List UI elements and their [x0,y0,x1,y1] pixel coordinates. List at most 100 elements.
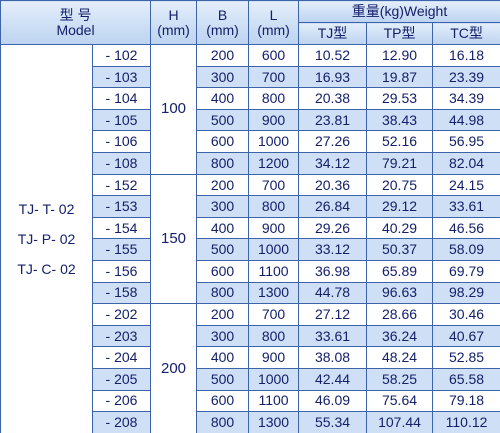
b-value: 200 [196,303,250,326]
data-row: - 105 500 900 23.81 38.43 44.98 [1,108,500,132]
l-unit: (mm) [257,21,290,38]
b-value: 400 [196,87,250,110]
tc-weight: 34.39 [432,87,500,110]
tj-weight: 33.12 [298,238,368,261]
tp-weight: 58.25 [366,367,434,391]
b-value: 500 [196,367,250,391]
l-value: 1200 [248,151,300,175]
l-value: 600 [248,44,300,67]
tc-weight: 24.15 [432,173,500,197]
tp-weight: 52.16 [366,130,434,153]
tj-weight: 27.26 [298,130,368,153]
b-value: 200 [196,44,250,67]
tc-weight: 33.61 [432,195,500,218]
model-name: TJ- C- 02 [17,260,76,277]
tj-weight: 33.61 [298,324,368,348]
model-suffix: - 205 [91,367,152,391]
type-header: TC型 [432,22,500,45]
model-suffix: - 202 [91,303,152,326]
l-value: 1000 [248,130,300,153]
tc-weight: 82.04 [432,151,500,175]
tc-weight: 44.98 [432,108,500,132]
tc-weight: 52.85 [432,346,500,369]
h-value: 200 [150,303,198,433]
model-suffix: - 204 [91,346,152,369]
data-row: - 104 400 800 20.38 29.53 34.39 [1,87,500,110]
model-suffix: - 153 [91,195,152,218]
model-suffix: - 105 [91,108,152,132]
l-value: 1300 [248,411,300,433]
data-row: - 153 300 800 26.84 29.12 33.61 [1,195,500,218]
table-body: TJ- T- 02 TJ- P- 02 TJ- C- 02- 102 100 200 60… [0,44,500,433]
data-row: - 208 800 1300 55.34 107.44 110.12 [1,411,500,433]
model-suffix: - 203 [91,324,152,348]
b-value: 300 [196,65,250,89]
l-value: 700 [248,303,300,326]
model-cn: 型 号 [59,6,92,23]
tp-weight: 50.37 [366,238,434,261]
l-value: 700 [248,173,300,197]
data-row: - 204 400 900 38.08 48.24 52.85 [1,346,500,369]
tp-weight: 12.90 [366,44,434,67]
weight-header: 重量(kg)Weight [298,0,500,23]
tc-weight: 30.46 [432,303,500,326]
tc-weight: 69.79 [432,259,500,283]
h-value: 100 [150,44,198,175]
tp-weight: 19.87 [366,65,434,89]
l-value: 1000 [248,367,300,391]
tj-weight: 23.81 [298,108,368,132]
b-value: 600 [196,259,250,283]
tj-weight: 46.09 [298,389,368,413]
model-suffix: - 102 [91,44,152,67]
b-value: 600 [196,389,250,413]
tc-weight: 110.12 [432,411,500,433]
header-row: TJ型 TP型 TC型 [1,22,500,45]
b-value: 800 [196,281,250,305]
h-header: H (mm) [150,0,198,45]
tj-weight: 38.08 [298,346,368,369]
model-suffix: - 104 [91,87,152,110]
tj-weight: 20.38 [298,87,368,110]
l-value: 700 [248,65,300,89]
b-value: 600 [196,130,250,153]
b-value: 500 [196,108,250,132]
model-name: TJ- P- 02 [17,230,76,247]
data-row: - 156 600 1100 36.98 65.89 69.79 [1,259,500,283]
l-header: L (mm) [248,0,300,45]
l-value: 1000 [248,238,300,261]
tp-weight: 96.63 [366,281,434,305]
tj-weight: 27.12 [298,303,368,326]
l-value: 900 [248,108,300,132]
h-unit: (mm) [157,21,190,38]
header-row: 型 号 Model H (mm) B (mm) L (mm) 重量(kg)Weight [0,0,500,45]
data-row: - 154 400 900 29.26 40.29 46.56 [1,216,500,240]
tj-weight: 34.12 [298,151,368,175]
tc-weight: 98.29 [432,281,500,305]
model-suffix: - 108 [91,151,152,175]
model-suffix: - 155 [91,238,152,261]
model-suffix: - 106 [91,130,152,153]
tp-weight: 20.75 [366,173,434,197]
l-value: 800 [248,87,300,110]
b-value: 300 [196,324,250,348]
tp-weight: 48.24 [366,346,434,369]
model-suffix: - 152 [91,173,152,197]
b-value: 800 [196,411,250,433]
l-value: 1100 [248,259,300,283]
data-row: - 203 300 800 33.61 36.24 40.67 [1,324,500,348]
l-value: 1100 [248,389,300,413]
b-value: 400 [196,346,250,369]
model-en: Model [56,21,95,38]
b-unit: (mm) [206,21,239,38]
data-row: - 108 800 1200 34.12 79.21 82.04 [1,151,500,175]
b-value: 200 [196,173,250,197]
b-label: B [217,6,228,23]
model-suffix: - 156 [91,259,152,283]
tj-weight: 20.36 [298,173,368,197]
model-suffix: - 208 [91,411,152,433]
model-suffix: - 103 [91,65,152,89]
model-suffix: - 206 [91,389,152,413]
tj-weight: 42.44 [298,367,368,391]
